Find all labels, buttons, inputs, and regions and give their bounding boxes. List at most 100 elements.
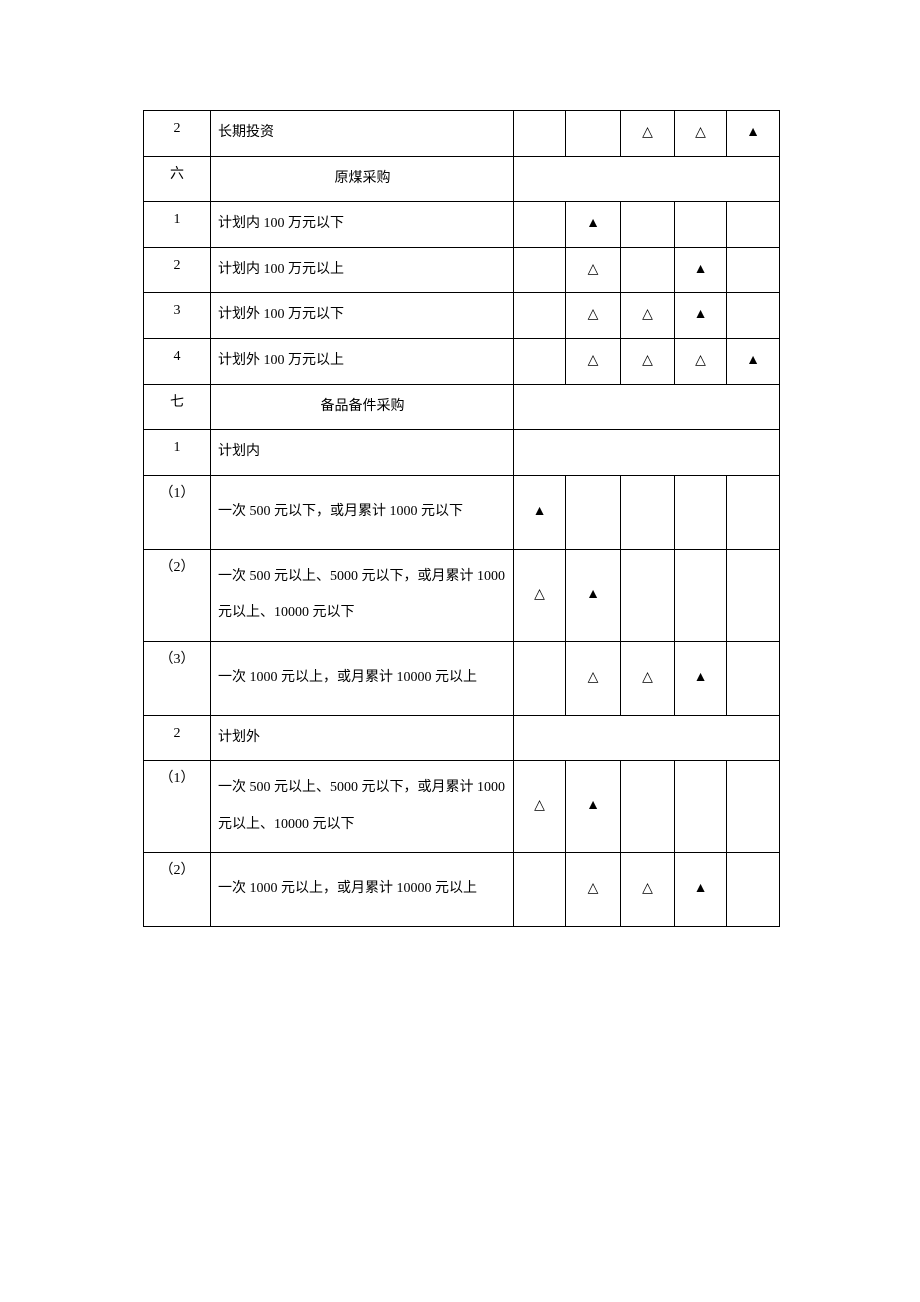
mark-cell: △ <box>675 111 727 157</box>
row-description: 计划外 100 万元以上 <box>211 338 514 384</box>
mark-cell: ▲ <box>675 641 727 715</box>
mark-cell <box>727 475 780 549</box>
mark: ▲ <box>746 125 760 140</box>
row-index: 1 <box>144 202 211 248</box>
mark: ▲ <box>694 881 708 896</box>
mark-cell: △ <box>566 247 621 293</box>
row-index: （2） <box>144 549 211 641</box>
mark: △ <box>642 670 653 685</box>
table-row: （2）一次 500 元以上、5000 元以下，或月累计 1000 元以上、100… <box>144 549 780 641</box>
mark-cell <box>621 202 675 248</box>
row-description: 一次 1000 元以上，或月累计 10000 元以上 <box>211 641 514 715</box>
mark-cell <box>727 247 780 293</box>
mark: △ <box>588 262 599 277</box>
mark-cell: △ <box>566 338 621 384</box>
mark: ▲ <box>694 262 708 277</box>
row-index: 2 <box>144 111 211 157</box>
mark-cell <box>727 293 780 339</box>
mark-cell: △ <box>566 852 621 926</box>
mark: ▲ <box>586 587 600 602</box>
mark-cell: △ <box>566 293 621 339</box>
mark-cell: ▲ <box>675 247 727 293</box>
row-description: 一次 1000 元以上，或月累计 10000 元以上 <box>211 852 514 926</box>
row-description: 长期投资 <box>211 111 514 157</box>
row-index: 七 <box>144 384 211 430</box>
mark: △ <box>588 670 599 685</box>
mark: ▲ <box>586 216 600 231</box>
mark-cell: △ <box>621 293 675 339</box>
mark: △ <box>642 125 653 140</box>
mark-cell: ▲ <box>727 338 780 384</box>
mark-cell: △ <box>675 338 727 384</box>
table-row: （3）一次 1000 元以上，或月累计 10000 元以上 △ △ ▲ <box>144 641 780 715</box>
mark: △ <box>695 353 706 368</box>
mark-cell: ▲ <box>514 475 566 549</box>
mark: △ <box>642 307 653 322</box>
mark-cell: ▲ <box>566 549 621 641</box>
row-description: 原煤采购 <box>211 156 514 202</box>
row-description: 计划外 <box>211 715 514 761</box>
table-row: 2计划外 <box>144 715 780 761</box>
table-row: 2计划内 100 万元以上△▲ <box>144 247 780 293</box>
row-index: 4 <box>144 338 211 384</box>
mark: △ <box>588 353 599 368</box>
row-description: 一次 500 元以下，或月累计 1000 元以下 <box>211 475 514 549</box>
mark-cell: △ <box>566 641 621 715</box>
mark-cell <box>727 641 780 715</box>
mark-cell: ▲ <box>566 761 621 853</box>
mark-cell <box>675 475 727 549</box>
document-page: 2长期投资△△▲六原煤采购1计划内 100 万元以下▲2计划内 100 万元以上… <box>0 0 920 927</box>
mark: △ <box>588 307 599 322</box>
mark-cell <box>514 641 566 715</box>
row-description: 一次 500 元以上、5000 元以下，或月累计 1000 元以上、10000 … <box>211 761 514 853</box>
table-row: （1）一次 500 元以上、5000 元以下，或月累计 1000 元以上、100… <box>144 761 780 853</box>
row-index: （3） <box>144 641 211 715</box>
approval-table: 2长期投资△△▲六原煤采购1计划内 100 万元以下▲2计划内 100 万元以上… <box>143 110 780 927</box>
section-span <box>514 384 780 430</box>
mark: △ <box>588 881 599 896</box>
mark-cell: △ <box>621 641 675 715</box>
table-row: 2长期投资 △ △ ▲ <box>144 111 780 157</box>
mark-cell <box>566 111 621 157</box>
row-description: 备品备件采购 <box>211 384 514 430</box>
row-index: （1） <box>144 761 211 853</box>
mark-cell <box>514 202 566 248</box>
mark-cell <box>727 761 780 853</box>
mark-cell <box>621 761 675 853</box>
mark-cell <box>514 852 566 926</box>
mark-cell <box>727 202 780 248</box>
mark-cell: ▲ <box>675 293 727 339</box>
table-row: （2）一次 1000 元以上，或月累计 10000 元以上△△▲ <box>144 852 780 926</box>
table-row: 3计划外 100 万元以下△△▲ <box>144 293 780 339</box>
mark-cell <box>675 761 727 853</box>
mark: ▲ <box>694 307 708 322</box>
table-row: 六原煤采购 <box>144 156 780 202</box>
mark-cell: △ <box>621 111 675 157</box>
row-description: 一次 500 元以上、5000 元以下，或月累计 1000 元以上、10000 … <box>211 549 514 641</box>
mark: △ <box>642 353 653 368</box>
row-index: 六 <box>144 156 211 202</box>
mark-cell: △ <box>621 852 675 926</box>
section-span <box>514 156 780 202</box>
mark-cell <box>566 475 621 549</box>
table-row: 1计划内 100 万元以下▲ <box>144 202 780 248</box>
mark-cell <box>621 247 675 293</box>
mark: △ <box>534 587 545 602</box>
mark-cell <box>727 852 780 926</box>
mark: ▲ <box>746 353 760 368</box>
mark-cell <box>514 338 566 384</box>
row-index: （1） <box>144 475 211 549</box>
table-row: 4计划外 100 万元以上 △ △ △ ▲ <box>144 338 780 384</box>
mark-cell: △ <box>621 338 675 384</box>
row-index: 2 <box>144 715 211 761</box>
table-row: （1）一次 500 元以下，或月累计 1000 元以下▲ <box>144 475 780 549</box>
mark-cell: ▲ <box>566 202 621 248</box>
mark-cell: △ <box>514 549 566 641</box>
section-span <box>514 715 780 761</box>
mark-cell <box>514 293 566 339</box>
mark-cell <box>621 475 675 549</box>
row-index: 3 <box>144 293 211 339</box>
table-row: 1计划内 <box>144 430 780 476</box>
mark-cell: ▲ <box>727 111 780 157</box>
section-span <box>514 430 780 476</box>
